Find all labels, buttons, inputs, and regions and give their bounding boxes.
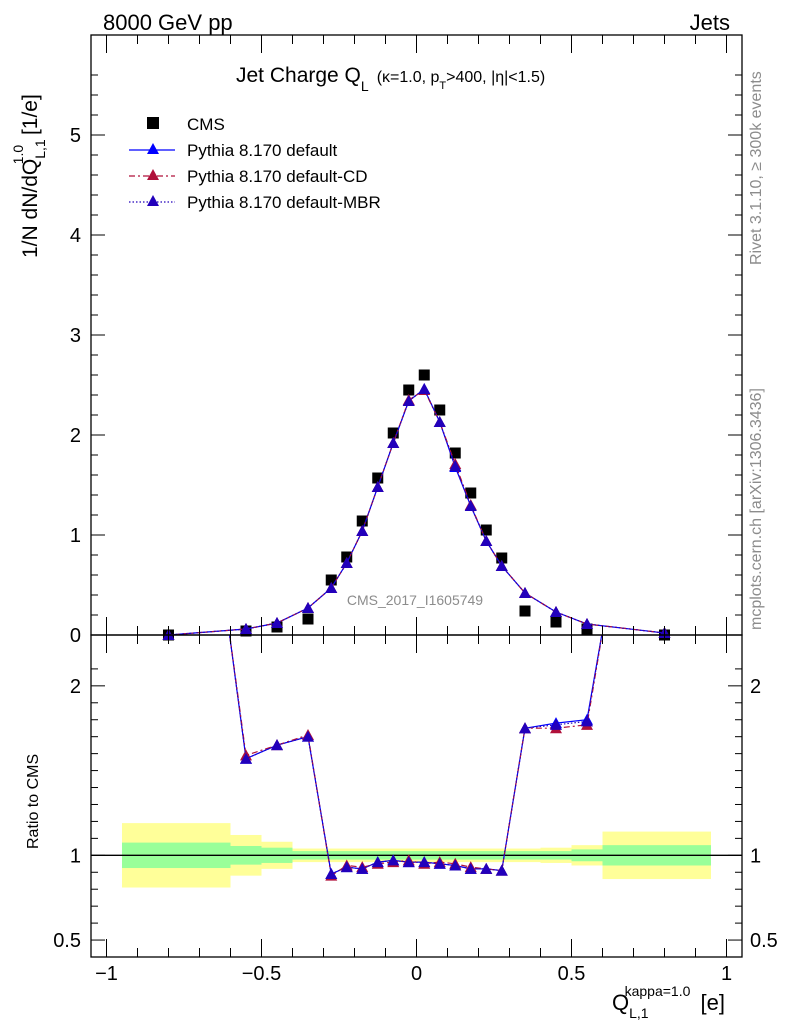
main-marker-series-3-2 (271, 617, 283, 628)
main-marker-series-3-11 (433, 416, 446, 427)
main-marker-series-3-5 (340, 557, 353, 568)
x-axis-label: QL,1kappa=1.0 [e] (612, 983, 725, 1021)
legend-marker-default (147, 143, 159, 154)
rivet-version-label: Rivet 3.1.10, ≥ 300k events (748, 71, 765, 265)
legend-label-default: Pythia 8.170 default (187, 141, 338, 160)
main-plot-title: Jet Charge QL (κ=1.0, pT>400, |η|<1.5) (236, 64, 545, 94)
ratio-marker-series-2-13 (480, 862, 493, 874)
ratio-plot-frame (90, 634, 743, 958)
legend-marker-default-mbr (147, 195, 159, 206)
ratio-y-tick-label-left-2: 2 (70, 676, 81, 698)
cms-point-13 (465, 487, 477, 499)
main-y-tick-label-2: 2 (70, 425, 81, 447)
ratio-y-tick-label-left-1: 1 (70, 845, 81, 867)
main-marker-series-3-3 (302, 602, 314, 613)
cms-point-8 (387, 427, 399, 439)
legend-entry-default: Pythia 8.170 default (129, 141, 338, 160)
ratio-y-axis-label: Ratio to CMS (25, 754, 42, 849)
main-marker-series-3-15 (495, 560, 508, 571)
legend-label-default-mbr: Pythia 8.170 default-MBR (187, 193, 381, 212)
cms-point-10 (418, 369, 430, 381)
legend-entry-default-cd: Pythia 8.170 default-CD (129, 167, 368, 186)
main-marker-series-3-17 (550, 606, 562, 617)
x-tick-label-3: 0.5 (558, 963, 586, 985)
ratio-marker-series-2-14 (495, 864, 508, 876)
main-y-tick-label-3: 3 (70, 325, 81, 347)
main-marker-series-3-14 (480, 535, 493, 546)
ratio-marker-series-2-6 (371, 856, 384, 868)
legend-label-default-cd: Pythia 8.170 default-CD (187, 167, 368, 186)
ratio-y-tick-label-right-0: 0.5 (750, 930, 778, 952)
cms-point-4 (325, 574, 337, 586)
cms-point-15 (496, 552, 508, 564)
main-marker-series-3-10 (418, 383, 431, 394)
main-marker-series-3-8 (387, 437, 400, 448)
ratio-marker-series-2-11 (449, 859, 462, 871)
main-marker-series-3-16 (519, 587, 531, 598)
main-marker-series-3-7 (371, 481, 384, 492)
ratio-marker-series-2-5 (356, 862, 369, 874)
ratio-line-series-2 (228, 635, 603, 875)
axis-ticks: 0 1 2 3 4 5 0.5 0.5 1 1 2 2 −1 −0.5 0 0.5 1 (53, 35, 778, 985)
cms-point-3 (302, 613, 314, 625)
legend-marker-cms (147, 117, 159, 129)
ratio-y-tick-label-right-1: 1 (750, 845, 761, 867)
ratio-marker-series-2-12 (464, 862, 477, 874)
main-marker-series-3-1 (240, 623, 252, 634)
main-y-tick-label-4: 4 (70, 225, 81, 247)
main-marker-series-3-18 (581, 618, 593, 629)
analysis-watermark: CMS_2017_I1605749 (347, 592, 483, 608)
x-tick-label-4: 1 (721, 963, 732, 985)
cms-point-9 (403, 384, 415, 396)
cms-point-12 (449, 447, 461, 459)
legend: CMS Pythia 8.170 default Pythia 8.170 de… (129, 115, 381, 212)
legend-label-cms: CMS (187, 115, 225, 134)
legend-entry-cms: CMS (147, 115, 225, 134)
mcplots-label: mcplots.cern.ch [arXiv:1306.3436] (748, 388, 765, 630)
ratio-marker-series-2-7 (387, 854, 400, 866)
x-tick-label-0: −1 (95, 963, 118, 985)
cms-point-17 (550, 616, 562, 628)
main-marker-series-3-13 (464, 500, 477, 511)
ratio-marker-series-2-3 (325, 867, 338, 879)
ratio-y-tick-label-left-0: 0.5 (53, 930, 81, 952)
main-y-axis-label: 1/N dN/dQL,11.0 [1/e] (10, 94, 48, 258)
legend-marker-default-cd (147, 169, 159, 180)
ratio-y-tick-label-right-2: 2 (750, 676, 761, 698)
legend-entry-default-mbr: Pythia 8.170 default-MBR (129, 193, 381, 212)
main-y-tick-label-0: 0 (70, 625, 81, 647)
main-marker-series-3-4 (325, 582, 338, 593)
main-y-tick-label-1: 1 (70, 525, 81, 547)
main-y-tick-label-5: 5 (70, 125, 81, 147)
cms-point-16 (519, 605, 531, 617)
ratio-marker-series-2-2 (302, 730, 314, 742)
x-tick-label-1: −0.5 (242, 963, 281, 985)
ratio-marker-series-2-15 (519, 722, 531, 734)
ratio-marker-series-2-4 (340, 861, 353, 873)
ratio-marker-series-2-17 (581, 715, 593, 727)
cms-point-7 (372, 472, 384, 484)
main-line-series-3 (168, 388, 665, 636)
cms-point-11 (434, 404, 446, 416)
ratio-marker-series-2-8 (402, 856, 415, 868)
ratio-marker-series-2-0 (240, 752, 252, 764)
ratio-marker-series-2-9 (418, 856, 431, 868)
energy-label: 8000 GeV pp (103, 10, 233, 35)
cms-point-14 (480, 524, 492, 536)
main-marker-series-3-9 (402, 395, 415, 406)
ratio-marker-series-2-10 (433, 857, 446, 869)
process-label: Jets (690, 10, 730, 35)
cms-point-6 (356, 515, 368, 527)
ratio-plot-marks (228, 635, 603, 881)
x-tick-label-2: 0 (411, 963, 422, 985)
ratio-marker-series-2-16 (550, 718, 562, 730)
main-marker-series-3-12 (449, 460, 462, 471)
ratio-marker-series-2-1 (271, 739, 283, 751)
main-marker-series-3-6 (356, 525, 369, 536)
